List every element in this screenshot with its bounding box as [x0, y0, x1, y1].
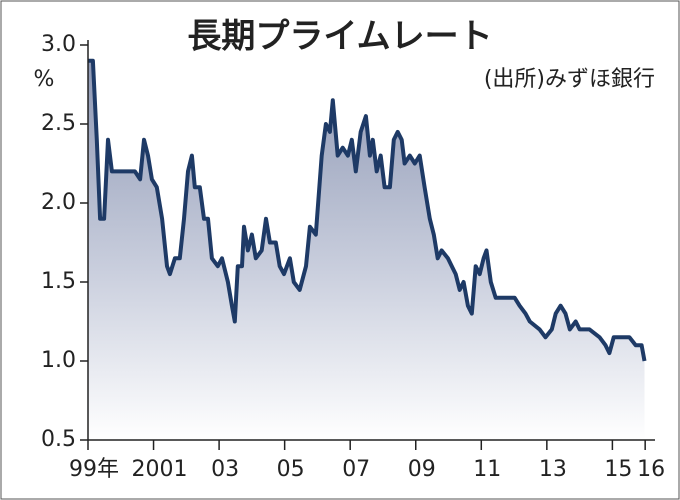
chart-title: 長期プライムレート: [187, 17, 492, 57]
x-tick-label: 05: [277, 457, 305, 482]
y-tick-label: 0.5: [41, 427, 76, 452]
area: [88, 60, 645, 441]
y-tick-label: 1.0: [41, 348, 76, 373]
source: (出所)みずほ銀行: [484, 67, 655, 92]
line: [88, 58, 647, 362]
y-tick-label: 2.5: [41, 111, 76, 136]
x-tick-label: 15: [604, 457, 632, 482]
x-tick-label: 03: [211, 457, 239, 482]
y-unit: %: [34, 67, 55, 92]
y-tick-label: 3.0: [41, 32, 76, 57]
x-tick-label: 99年: [69, 457, 119, 482]
x-tick-label: 16: [637, 457, 665, 482]
x-tick-label: 13: [539, 457, 567, 482]
x-tick-label: 2001: [132, 457, 188, 482]
x-tick-label: 11: [473, 457, 501, 482]
y-tick-label: 1.5: [41, 269, 76, 294]
x-tick-label: 07: [342, 457, 370, 482]
y-tick-label: 2.0: [41, 190, 76, 215]
x-tick-label: 09: [408, 457, 436, 482]
